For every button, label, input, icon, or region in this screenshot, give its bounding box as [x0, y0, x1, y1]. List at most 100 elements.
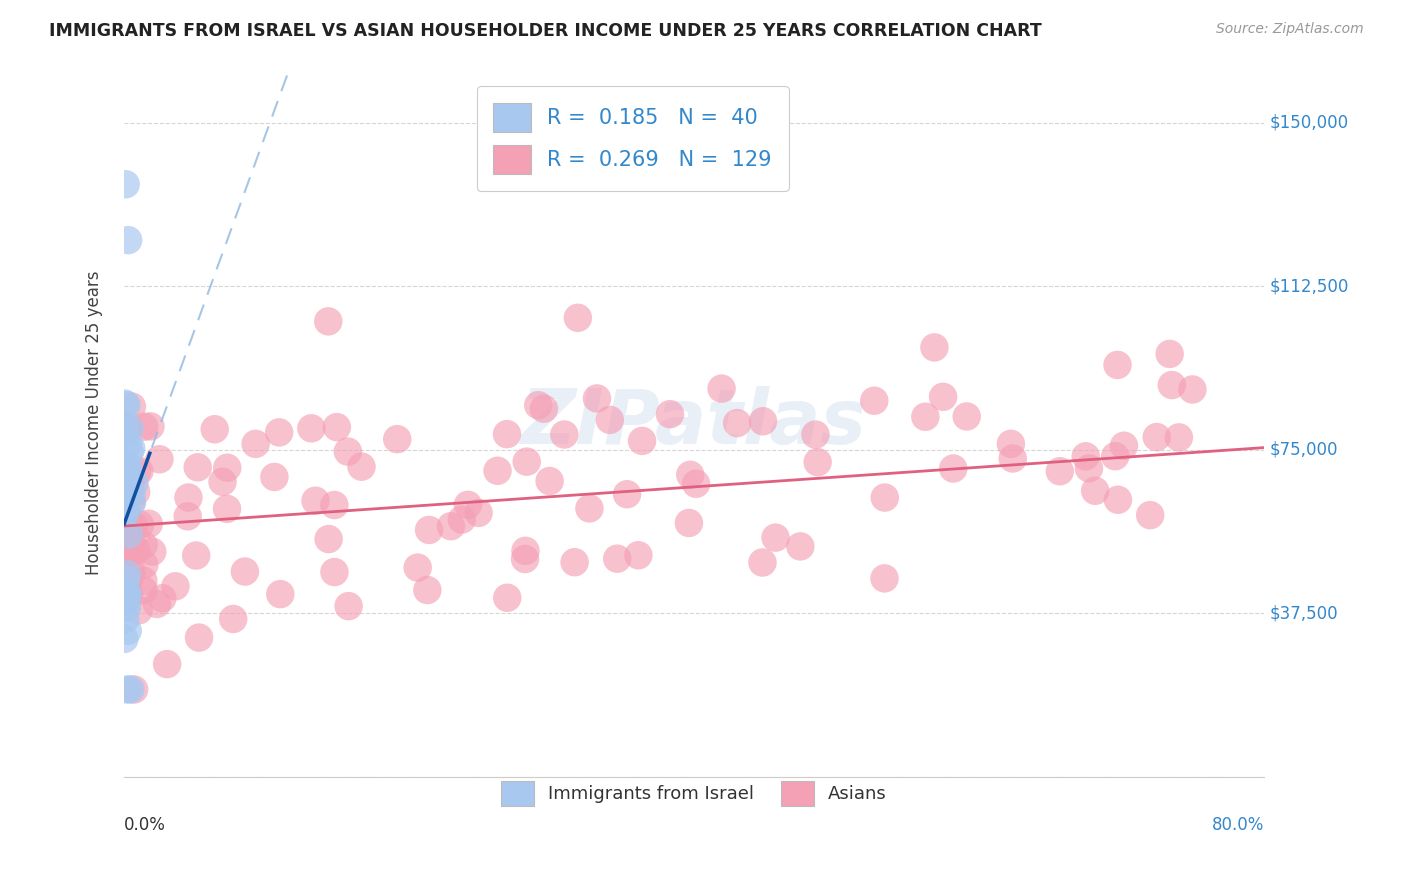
Point	[1146, 430, 1168, 444]
Point	[115, 458, 138, 472]
Point	[127, 465, 149, 479]
Point	[269, 425, 291, 440]
Point	[115, 573, 138, 587]
Point	[118, 422, 141, 436]
Point	[188, 631, 211, 645]
Point	[924, 340, 946, 354]
Point	[222, 612, 245, 626]
Point	[125, 543, 148, 558]
Point	[1104, 449, 1126, 463]
Point	[873, 491, 896, 505]
Text: 0.0%: 0.0%	[124, 815, 166, 833]
Point	[121, 486, 143, 500]
Point	[186, 549, 208, 563]
Point	[121, 536, 143, 550]
Point	[914, 409, 936, 424]
Point	[112, 594, 135, 608]
Point	[121, 495, 143, 509]
Point	[114, 593, 136, 607]
Point	[114, 520, 136, 534]
Point	[245, 437, 267, 451]
Point	[177, 491, 200, 505]
Point	[139, 419, 162, 434]
Text: $112,500: $112,500	[1270, 277, 1350, 295]
Point	[337, 599, 360, 614]
Point	[118, 445, 141, 459]
Point	[1084, 483, 1107, 498]
Point	[118, 573, 141, 587]
Point	[299, 421, 322, 435]
Point	[496, 427, 519, 442]
Point	[120, 682, 142, 697]
Point	[121, 496, 143, 510]
Point	[150, 591, 173, 606]
Point	[515, 544, 537, 558]
Point	[112, 585, 135, 599]
Point	[128, 603, 150, 617]
Point	[873, 571, 896, 585]
Point	[1049, 464, 1071, 478]
Point	[115, 469, 138, 483]
Point	[496, 591, 519, 605]
Point	[129, 517, 152, 532]
Point	[527, 398, 550, 412]
Point	[117, 487, 139, 501]
Point	[124, 475, 146, 490]
Point	[752, 414, 775, 428]
Point	[114, 482, 136, 496]
Point	[217, 460, 239, 475]
Point	[318, 314, 340, 328]
Point	[1112, 439, 1135, 453]
Point	[128, 464, 150, 478]
Point	[115, 457, 138, 471]
Point	[132, 538, 155, 552]
Point	[956, 409, 979, 424]
Point	[134, 558, 156, 572]
Point	[387, 432, 409, 446]
Point	[1181, 383, 1204, 397]
Point	[138, 516, 160, 531]
Point	[440, 519, 463, 533]
Point	[115, 600, 138, 615]
Point	[148, 452, 170, 467]
Point	[121, 400, 143, 414]
Point	[578, 501, 600, 516]
Point	[1107, 492, 1129, 507]
Point	[120, 475, 142, 490]
Point	[751, 556, 773, 570]
Point	[114, 454, 136, 468]
Point	[204, 422, 226, 436]
Point	[538, 474, 561, 488]
Point	[457, 498, 479, 512]
Point	[336, 444, 359, 458]
Point	[114, 489, 136, 503]
Point	[125, 484, 148, 499]
Point	[187, 460, 209, 475]
Point	[114, 422, 136, 436]
Point	[165, 579, 187, 593]
Point	[685, 476, 707, 491]
Point	[804, 427, 827, 442]
Point	[115, 479, 138, 493]
Point	[114, 178, 136, 192]
Point	[418, 523, 440, 537]
Text: $37,500: $37,500	[1270, 604, 1339, 623]
Point	[215, 501, 238, 516]
Point	[114, 612, 136, 626]
Point	[679, 467, 702, 482]
Point	[725, 416, 748, 430]
Point	[112, 452, 135, 467]
Point	[117, 459, 139, 474]
Point	[1077, 461, 1099, 475]
Legend: Immigrants from Israel, Asians: Immigrants from Israel, Asians	[486, 766, 901, 821]
Point	[942, 461, 965, 475]
Text: Source: ZipAtlas.com: Source: ZipAtlas.com	[1216, 22, 1364, 37]
Y-axis label: Householder Income Under 25 years: Householder Income Under 25 years	[86, 270, 103, 574]
Point	[1000, 437, 1022, 451]
Text: $150,000: $150,000	[1270, 114, 1348, 132]
Point	[863, 393, 886, 408]
Point	[567, 310, 589, 325]
Point	[450, 512, 472, 526]
Point	[1167, 430, 1189, 444]
Point	[659, 407, 682, 421]
